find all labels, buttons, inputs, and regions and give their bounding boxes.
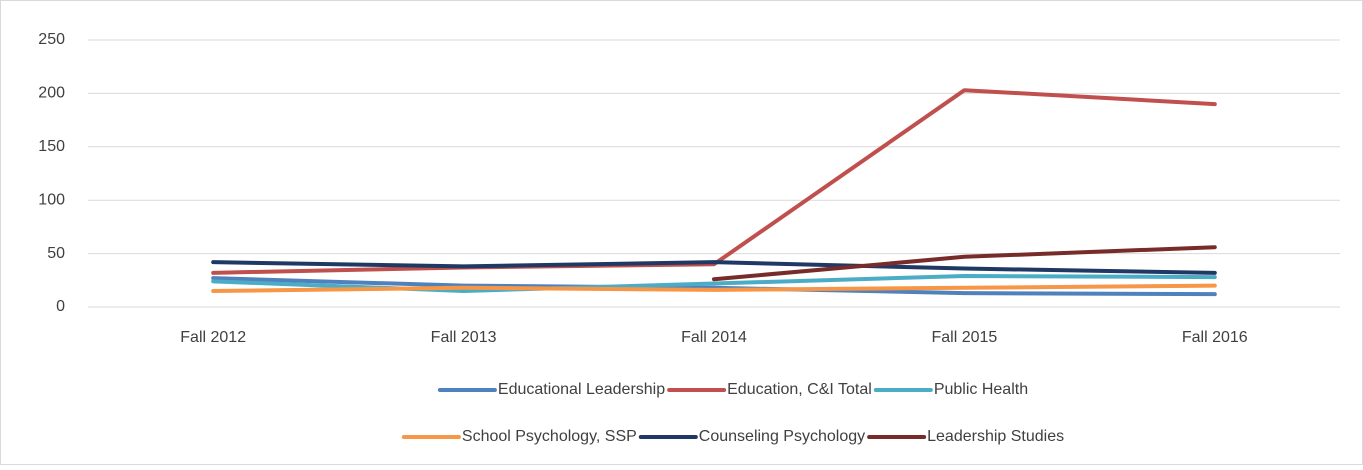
x-tick-label: Fall 2015 [931, 329, 997, 346]
x-tick-label: Fall 2012 [180, 329, 246, 346]
series-line [211, 283, 1217, 293]
x-tick-label: Fall 2013 [431, 329, 497, 346]
series-line [211, 260, 1217, 275]
series-line [211, 276, 1217, 297]
legend-label: Educational Leadership [498, 381, 665, 398]
x-tick-label: Fall 2014 [681, 329, 747, 346]
legend-label: Leadership Studies [927, 428, 1064, 445]
legend-label: Education, C&I Total [727, 381, 872, 398]
y-tick-label: 150 [38, 138, 65, 155]
y-tick-label: 100 [38, 191, 65, 208]
y-tick-label: 0 [56, 298, 65, 315]
legend-label: School Psychology, SSP [462, 428, 637, 445]
legend-label: Public Health [934, 381, 1028, 398]
x-tick-label: Fall 2016 [1182, 329, 1248, 346]
y-tick-label: 200 [38, 85, 65, 102]
series-line [712, 245, 1217, 282]
legend-label: Counseling Psychology [699, 428, 865, 445]
y-tick-label: 250 [38, 31, 65, 48]
y-tick-label: 50 [47, 245, 65, 262]
series-line [211, 88, 1217, 275]
